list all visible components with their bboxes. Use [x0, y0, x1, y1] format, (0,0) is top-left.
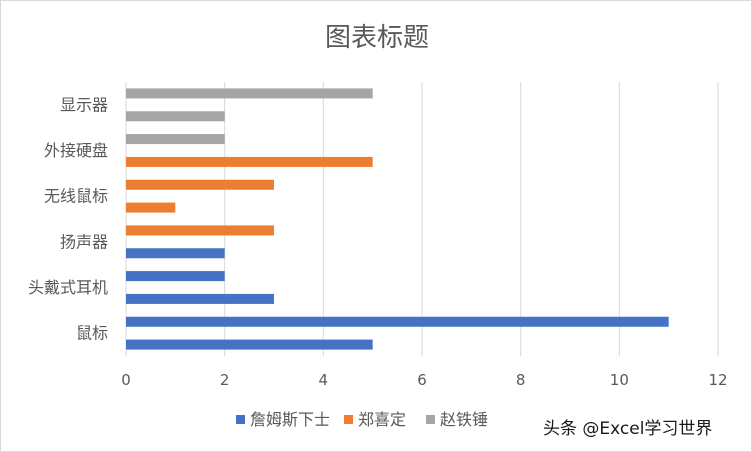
category-label-3: 无线鼠标 [44, 187, 108, 206]
legend-label-1: 詹姆斯下士 [250, 410, 330, 429]
bar-5 [126, 179, 274, 190]
legend-label-3: 赵铁锤 [440, 410, 488, 429]
gridlines [125, 82, 719, 356]
x-tick-label-1: 2 [220, 371, 230, 389]
x-tick-label-6: 12 [708, 371, 727, 389]
legend-swatch-3 [426, 415, 435, 424]
bar-7 [126, 225, 274, 236]
bar-10 [126, 293, 274, 304]
bar-8 [126, 248, 225, 259]
x-tick-label-5: 10 [610, 371, 629, 389]
category-label-2: 外接硬盘 [44, 141, 108, 160]
bar-2 [126, 111, 225, 122]
bar-6 [126, 202, 176, 213]
legend-swatch-1 [236, 415, 245, 424]
chart-title: 图表标题 [325, 23, 429, 53]
bar-11 [126, 316, 669, 327]
bar-3 [126, 134, 225, 145]
bar-4 [126, 156, 373, 167]
x-tick-label-4: 8 [516, 371, 526, 389]
watermark: 头条 @Excel学习世界 [543, 419, 712, 439]
x-tick-label-3: 6 [417, 371, 427, 389]
category-label-5: 头戴式耳机 [28, 278, 108, 297]
category-label-1: 显示器 [60, 95, 108, 114]
value-axis: 0 2 4 6 8 10 12 [121, 371, 727, 389]
bars [126, 88, 669, 350]
bar-1 [126, 88, 373, 99]
x-tick-label-2: 4 [319, 371, 329, 389]
x-tick-label-0: 0 [121, 371, 131, 389]
category-label-4: 扬声器 [60, 232, 108, 251]
bar-9 [126, 271, 225, 282]
legend: 詹姆斯下士 郑喜定 赵铁锤 [236, 410, 488, 429]
legend-label-2: 郑喜定 [358, 410, 406, 429]
bar-12 [126, 339, 373, 350]
category-label-6: 鼠标 [76, 324, 108, 343]
legend-swatch-2 [344, 415, 353, 424]
